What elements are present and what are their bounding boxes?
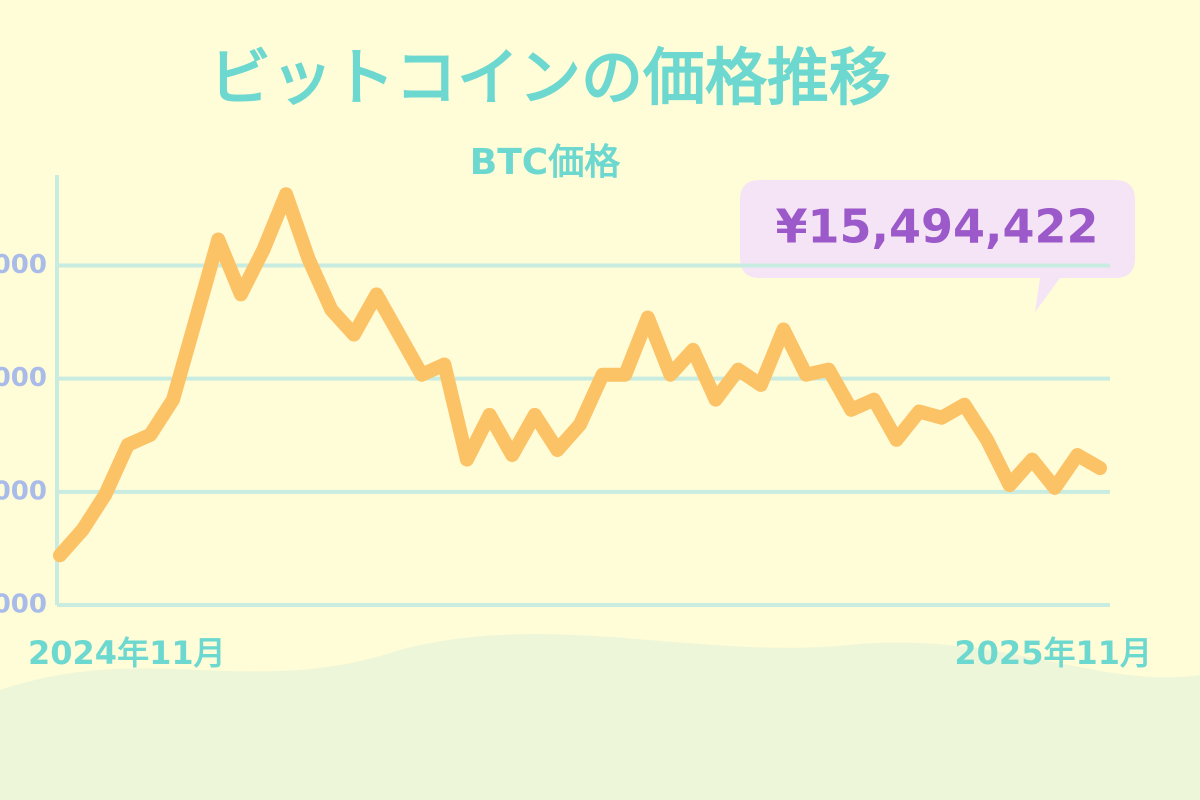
wave [0, 634, 1200, 800]
x-tick-label: 2024年11月 [28, 634, 226, 672]
line [53, 187, 1107, 563]
y-tick-label: 000 [0, 590, 47, 620]
chart-title: ビットコインの価格推移 [209, 41, 891, 114]
x-tick-label: 2025年11月 [954, 634, 1152, 672]
subtitle: BTC価格 [470, 142, 621, 183]
callout-text: ¥15,494,422 [775, 200, 1098, 254]
callout-bubble [740, 180, 1135, 312]
